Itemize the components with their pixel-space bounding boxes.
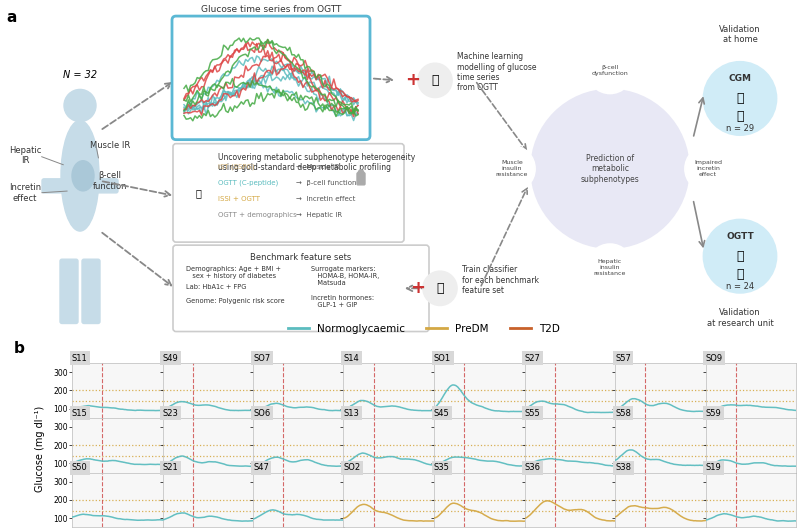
Text: Machine learning
modelling of glucose
time series
from OGTT: Machine learning modelling of glucose ti… bbox=[457, 52, 537, 92]
Text: S21: S21 bbox=[162, 464, 178, 473]
Text: OGTT (C-peptide): OGTT (C-peptide) bbox=[218, 180, 278, 186]
Text: S23: S23 bbox=[162, 409, 178, 418]
Text: Incretin
effect: Incretin effect bbox=[9, 183, 41, 202]
Ellipse shape bbox=[61, 120, 99, 231]
Text: S27: S27 bbox=[525, 354, 540, 363]
FancyBboxPatch shape bbox=[96, 179, 118, 193]
Text: S19: S19 bbox=[706, 464, 722, 473]
Text: S59: S59 bbox=[706, 409, 722, 418]
Text: S11: S11 bbox=[72, 354, 88, 363]
Text: S35: S35 bbox=[434, 464, 450, 473]
FancyBboxPatch shape bbox=[42, 179, 64, 193]
Text: Hepatic
IR: Hepatic IR bbox=[9, 146, 41, 165]
Text: S58: S58 bbox=[615, 409, 631, 418]
Text: Incretin hormones:
   GLP-1 + GIP: Incretin hormones: GLP-1 + GIP bbox=[311, 295, 374, 308]
Circle shape bbox=[704, 63, 776, 135]
Text: β-cell
dysfunction: β-cell dysfunction bbox=[592, 65, 628, 76]
Circle shape bbox=[418, 63, 452, 98]
Text: Uncovering metabolic subphenotype heterogeneity
using gold-standard deep metabol: Uncovering metabolic subphenotype hetero… bbox=[218, 153, 415, 172]
Text: OGTT: OGTT bbox=[726, 232, 754, 241]
Text: 🏠: 🏠 bbox=[736, 110, 744, 123]
Text: Train classifier
for each benchmark
feature set: Train classifier for each benchmark feat… bbox=[462, 266, 539, 295]
Text: N = 32: N = 32 bbox=[63, 70, 97, 81]
Circle shape bbox=[489, 146, 535, 192]
Text: Hepatic
insulin
resistance: Hepatic insulin resistance bbox=[594, 259, 626, 276]
Text: 📈: 📈 bbox=[195, 188, 201, 198]
FancyBboxPatch shape bbox=[357, 173, 365, 185]
Text: Glucose (mg dl⁻¹): Glucose (mg dl⁻¹) bbox=[35, 406, 45, 492]
Text: SO1: SO1 bbox=[434, 354, 451, 363]
Text: SO6: SO6 bbox=[253, 409, 270, 418]
Text: a: a bbox=[6, 10, 16, 25]
Text: S49: S49 bbox=[162, 354, 178, 363]
Text: S36: S36 bbox=[525, 464, 541, 473]
Text: 🧠: 🧠 bbox=[431, 74, 438, 87]
Text: Glucose time series from OGTT: Glucose time series from OGTT bbox=[201, 5, 341, 14]
Ellipse shape bbox=[72, 161, 94, 191]
Text: →  β-cell function: → β-cell function bbox=[296, 180, 357, 186]
Text: S55: S55 bbox=[525, 409, 540, 418]
Text: Benchmark feature sets: Benchmark feature sets bbox=[250, 253, 352, 262]
Text: SO7: SO7 bbox=[253, 354, 270, 363]
Text: S57: S57 bbox=[615, 354, 631, 363]
Text: n = 24: n = 24 bbox=[726, 282, 754, 291]
Text: Validation
at home: Validation at home bbox=[719, 25, 761, 44]
Circle shape bbox=[587, 47, 633, 93]
Text: Lab: HbA1c + FPG: Lab: HbA1c + FPG bbox=[186, 284, 246, 290]
Text: SO9: SO9 bbox=[706, 354, 722, 363]
Text: Demographics: Age + BMI +
   sex + history of diabetes: Demographics: Age + BMI + sex + history … bbox=[186, 266, 281, 279]
Text: S50: S50 bbox=[72, 464, 88, 473]
Text: 🧠: 🧠 bbox=[436, 282, 444, 295]
Text: S45: S45 bbox=[434, 409, 450, 418]
Text: +: + bbox=[406, 72, 421, 90]
Circle shape bbox=[685, 146, 731, 192]
Text: β-cell
function: β-cell function bbox=[93, 171, 127, 190]
Ellipse shape bbox=[358, 170, 364, 178]
Text: Surrogate markers:
   HOMA-B, HOMA-IR,
   Matsuda: Surrogate markers: HOMA-B, HOMA-IR, Mats… bbox=[311, 266, 379, 286]
Text: S38: S38 bbox=[615, 464, 631, 473]
FancyBboxPatch shape bbox=[173, 144, 404, 242]
Text: n = 29: n = 29 bbox=[726, 124, 754, 133]
Text: →  Incretin effect: → Incretin effect bbox=[296, 196, 355, 202]
Text: Prediction of
metabolic
subphenotypes: Prediction of metabolic subphenotypes bbox=[581, 154, 639, 184]
Text: IST (SSPG): IST (SSPG) bbox=[218, 164, 254, 170]
Text: Muscle
insulin
resistance: Muscle insulin resistance bbox=[496, 161, 528, 177]
Text: →  Muscle IR: → Muscle IR bbox=[296, 164, 340, 170]
Circle shape bbox=[423, 271, 457, 305]
Legend: Normoglycaemic, PreDM, T2D: Normoglycaemic, PreDM, T2D bbox=[284, 320, 564, 338]
Text: Muscle IR: Muscle IR bbox=[90, 141, 130, 150]
Circle shape bbox=[532, 91, 688, 247]
Text: b: b bbox=[14, 341, 25, 356]
FancyBboxPatch shape bbox=[172, 16, 370, 139]
Text: Impaired
incretin
effect: Impaired incretin effect bbox=[694, 161, 722, 177]
Text: S15: S15 bbox=[72, 409, 88, 418]
FancyBboxPatch shape bbox=[60, 259, 78, 323]
Text: OGTT + demographics: OGTT + demographics bbox=[218, 212, 297, 218]
Text: S14: S14 bbox=[343, 354, 359, 363]
Circle shape bbox=[183, 178, 213, 208]
Text: 🏥: 🏥 bbox=[736, 268, 744, 281]
Text: CGM: CGM bbox=[729, 74, 751, 83]
Text: →  Hepatic IR: → Hepatic IR bbox=[296, 212, 342, 218]
Text: SO2: SO2 bbox=[343, 464, 361, 473]
Text: 💊: 💊 bbox=[736, 92, 744, 105]
Text: ISSI + OGTT: ISSI + OGTT bbox=[218, 196, 260, 202]
Text: S47: S47 bbox=[253, 464, 269, 473]
Circle shape bbox=[587, 244, 633, 290]
Text: Genome: Polygenic risk score: Genome: Polygenic risk score bbox=[186, 298, 285, 304]
Text: S13: S13 bbox=[343, 409, 359, 418]
FancyBboxPatch shape bbox=[82, 259, 100, 323]
FancyBboxPatch shape bbox=[173, 245, 429, 332]
Text: +: + bbox=[410, 279, 426, 297]
Circle shape bbox=[64, 90, 96, 121]
Circle shape bbox=[704, 220, 776, 293]
Text: Validation
at research unit: Validation at research unit bbox=[706, 308, 774, 328]
Text: 💉: 💉 bbox=[736, 250, 744, 263]
